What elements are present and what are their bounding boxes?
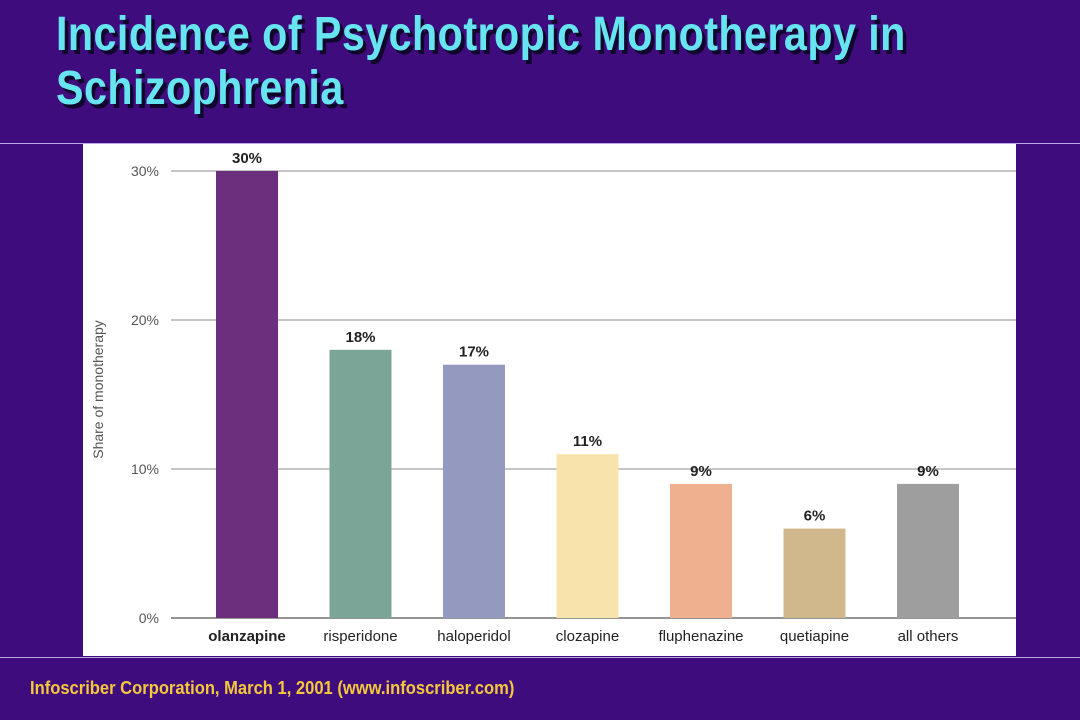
top-divider <box>0 143 1080 144</box>
bar-olanzapine <box>216 171 278 618</box>
x-tick-label: fluphenazine <box>658 628 743 645</box>
y-tick-label: 30% <box>131 163 159 179</box>
source-footer: Infoscriber Corporation, March 1, 2001 (… <box>30 678 515 698</box>
x-tick-label: quetiapine <box>780 628 849 645</box>
slide-title-line-2: Schizophrenia <box>56 62 344 115</box>
x-tick-label: clozapine <box>556 628 619 645</box>
bar-risperidone <box>329 349 392 618</box>
bar-quetiapine <box>783 528 846 618</box>
x-tick-label: haloperidol <box>437 628 510 645</box>
data-label: 11% <box>573 433 602 450</box>
bottom-divider <box>0 657 1080 658</box>
chart-panel: 0% 10% 20% 30% Share of monotherapy 30% olanz… <box>83 144 1016 656</box>
data-label: 17% <box>459 344 489 361</box>
slide-title: Incidence of Psychotropic Monotherapy in… <box>56 8 916 116</box>
x-tick-label: all others <box>898 628 959 645</box>
bar-haloperidol <box>443 364 505 618</box>
x-tick-label: risperidone <box>323 628 397 645</box>
slide-title-line-1: Incidence of Psychotropic Monotherapy in <box>56 8 906 61</box>
data-label: 9% <box>690 463 712 480</box>
y-tick-label: 10% <box>131 461 159 477</box>
data-label: 9% <box>917 463 939 480</box>
y-tick-label: 20% <box>131 312 159 328</box>
bar-chart: 0% 10% 20% 30% Share of monotherapy 30% olanz… <box>90 150 1016 645</box>
y-tick-label: 0% <box>139 610 159 626</box>
data-label: 30% <box>232 150 262 167</box>
bar-clozapine <box>556 454 619 618</box>
bar-fluphenazine <box>670 483 732 618</box>
x-tick-label: olanzapine <box>208 628 286 645</box>
y-axis-label: Share of monotherapy <box>90 320 106 459</box>
bar-all-others <box>897 483 959 618</box>
data-label: 6% <box>804 508 826 525</box>
data-label: 18% <box>345 329 375 346</box>
